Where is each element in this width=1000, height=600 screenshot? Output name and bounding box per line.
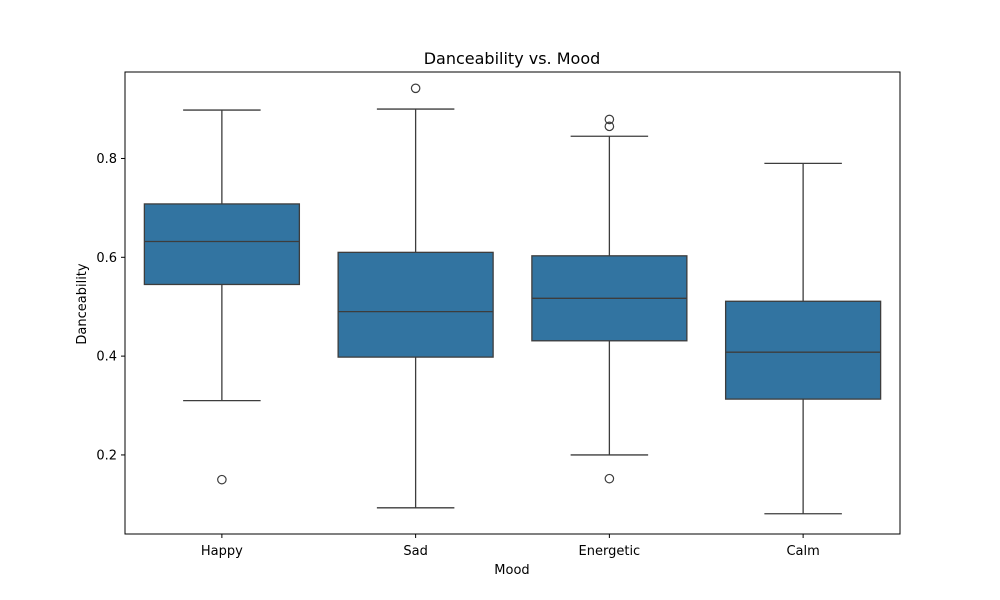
x-tick-label: Energetic: [579, 544, 641, 559]
chart-title: Danceability vs. Mood: [424, 49, 601, 68]
outlier-point: [604, 121, 615, 132]
plot-frame: [124, 71, 901, 535]
x-tick-label: Happy: [201, 544, 243, 559]
y-tick-label: 0.8: [96, 152, 117, 167]
box-sad: [337, 251, 494, 358]
y-tick-label: 0.2: [96, 448, 117, 463]
x-tick-label: Sad: [403, 544, 427, 559]
outlier-point: [604, 114, 615, 125]
outlier-point: [410, 83, 421, 94]
y-axis-label: Danceability: [75, 263, 90, 345]
y-tick-label: 0.6: [96, 251, 117, 266]
outlier-point: [604, 473, 615, 484]
box-happy: [143, 203, 301, 286]
y-tick-label: 0.4: [96, 350, 117, 365]
x-axis-label: Mood: [494, 563, 529, 578]
plot-area: 0.2 0.4 0.6 0.8 Happy Sad Energetic Calm: [96, 71, 901, 559]
box-calm: [724, 300, 882, 400]
x-tick-label: Calm: [786, 544, 819, 559]
outlier-point: [217, 474, 227, 485]
